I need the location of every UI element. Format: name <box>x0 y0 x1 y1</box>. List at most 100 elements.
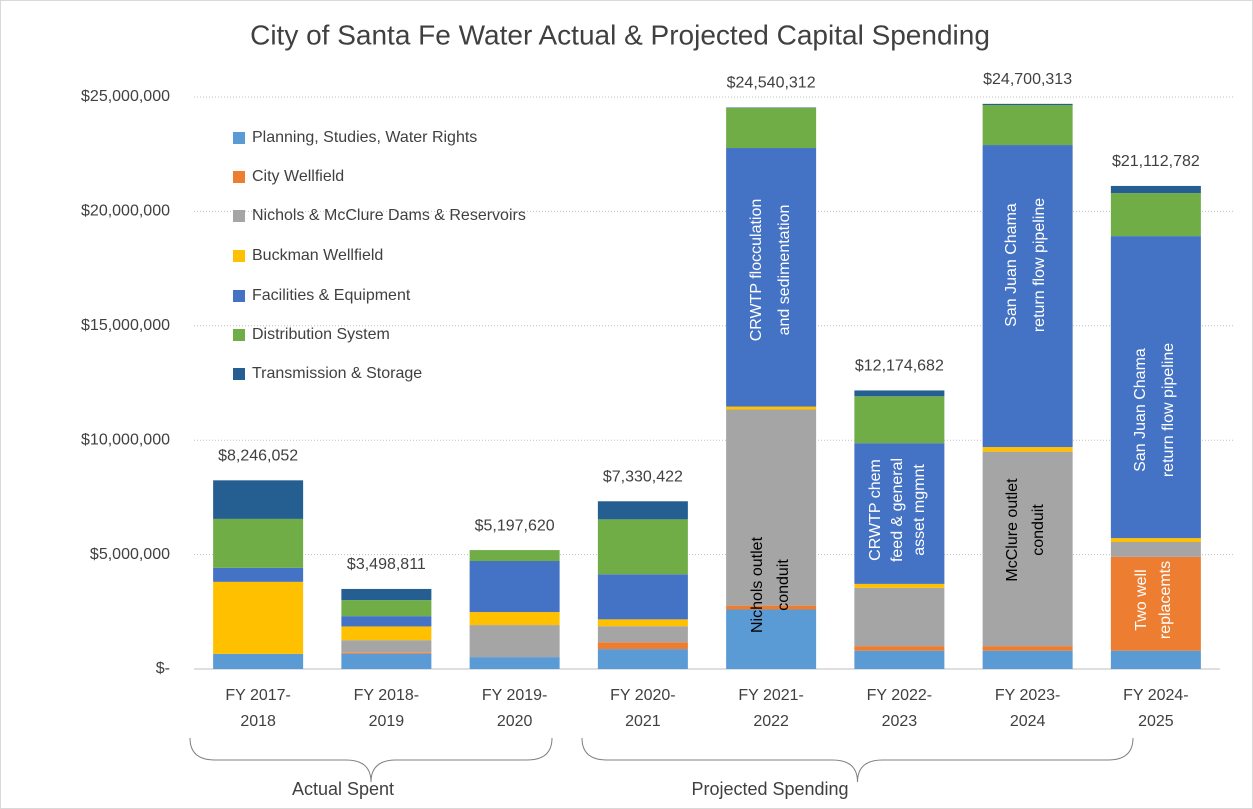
bar-segment <box>469 561 560 613</box>
bar-annotation: conduit <box>775 559 792 611</box>
group-brace <box>581 737 1134 783</box>
x-tick-label: 2023 <box>882 713 918 730</box>
bar-segment <box>1110 185 1201 194</box>
bar-segment <box>726 107 817 149</box>
legend-swatch <box>233 132 245 144</box>
bar-segment <box>213 518 304 568</box>
bar-segment <box>341 600 432 617</box>
bar-segment <box>1110 236 1201 539</box>
group-label: Actual Spent <box>292 779 394 799</box>
legend-label: City Wellfield <box>252 168 344 185</box>
total-label: $5,197,620 <box>475 517 555 534</box>
bar-annotation: McClure outlet <box>1004 478 1021 582</box>
bar-segment <box>1110 538 1201 543</box>
bar-segment <box>341 652 432 654</box>
bar-segment <box>213 653 304 669</box>
total-label: $24,540,312 <box>727 75 816 92</box>
legend-swatch <box>233 368 245 380</box>
legend-label: Planning, Studies, Water Rights <box>252 129 477 146</box>
bar-segment <box>982 447 1073 452</box>
y-tick-label: $20,000,000 <box>81 203 170 220</box>
bar-segment <box>982 646 1073 651</box>
bar-annotation: CRWTP flocculation <box>748 199 765 342</box>
x-tick-label: 2021 <box>625 713 661 730</box>
bar-segment <box>1110 193 1201 237</box>
bar-segment <box>982 650 1073 669</box>
x-tick-label: 2019 <box>369 713 405 730</box>
bar-segment <box>854 587 945 647</box>
bar-segment <box>597 626 688 643</box>
bar-segment <box>341 616 432 627</box>
legend-swatch <box>233 290 245 302</box>
bar-annotation: return flow pipeline <box>1031 198 1048 332</box>
bar-segment <box>1110 650 1201 669</box>
bar-annotation: feed & general <box>889 458 906 562</box>
bar-segment <box>1110 556 1201 651</box>
legend-swatch <box>233 329 245 341</box>
x-tick-label: 2018 <box>240 713 276 730</box>
bar-segment <box>854 650 945 669</box>
x-tick-label: 2024 <box>1010 713 1046 730</box>
bar-annotation: CRWTP chem <box>867 459 884 561</box>
bar-segment <box>341 640 432 653</box>
bar-segment <box>213 581 304 654</box>
bar-segment <box>726 409 817 606</box>
total-label: $12,174,682 <box>855 358 944 375</box>
bar-segment <box>854 646 945 651</box>
bar-annotation: San Juan Chama <box>1132 348 1149 472</box>
bar-segment <box>982 145 1073 448</box>
bar-segment <box>982 105 1073 146</box>
bar-annotation: Two well <box>1133 569 1150 630</box>
bar-segment <box>597 619 688 627</box>
bar-annotation: San Juan Chama <box>1003 203 1020 327</box>
y-tick-label: $10,000,000 <box>81 431 170 448</box>
group-label: Projected Spending <box>691 779 848 799</box>
bar-segment <box>726 609 817 669</box>
bar-annotation: replacemts <box>1157 561 1174 639</box>
x-tick-label: FY 2022- <box>867 687 933 704</box>
x-tick-label: 2025 <box>1138 713 1174 730</box>
bar-segment <box>854 583 945 588</box>
bar-segment <box>597 574 688 620</box>
total-label: $7,330,422 <box>603 468 683 485</box>
legend-label: Distribution System <box>252 326 390 343</box>
legend-swatch <box>233 210 245 222</box>
bar-segment <box>597 501 688 520</box>
total-label: $8,246,052 <box>218 448 298 465</box>
bar-segment <box>854 390 945 397</box>
y-tick-label: $5,000,000 <box>90 546 170 563</box>
chart-title: City of Santa Fe Water Actual & Projecte… <box>250 19 990 50</box>
bar-annotation: and sedimentation <box>776 205 793 336</box>
bar-segment <box>469 550 560 562</box>
bar-segment <box>1110 542 1201 557</box>
bar-annotation: conduit <box>1030 504 1047 556</box>
bar-segment <box>854 443 945 584</box>
bar-segment <box>469 625 560 658</box>
x-tick-label: 2020 <box>497 713 533 730</box>
bar-segment <box>726 148 817 407</box>
legend-swatch <box>233 171 245 183</box>
bar-segment <box>597 649 688 669</box>
bar-segment <box>341 653 432 669</box>
legend-swatch <box>233 250 245 262</box>
x-tick-label: FY 2018- <box>354 687 420 704</box>
bar-segment <box>469 612 560 626</box>
y-tick-label: $25,000,000 <box>81 88 170 105</box>
bar-segment <box>341 588 432 601</box>
group-brace <box>189 737 553 783</box>
bar-annotation: Nichols outlet <box>749 536 766 633</box>
x-tick-label: FY 2020- <box>610 687 676 704</box>
x-tick-label: FY 2021- <box>738 687 804 704</box>
bar-segment <box>854 396 945 444</box>
y-tick-label: $15,000,000 <box>81 317 170 334</box>
bar-segment <box>213 480 304 519</box>
bar-segment <box>469 657 560 669</box>
bar-segment <box>726 605 817 610</box>
bar-segment <box>213 567 304 582</box>
bar-segment <box>726 406 817 410</box>
bar-annotation: return flow pipeline <box>1160 343 1177 477</box>
total-label: $21,112,782 <box>1112 153 1200 170</box>
legend-label: Nichols & McClure Dams & Reservoirs <box>252 207 526 224</box>
bar-segment <box>982 451 1073 647</box>
